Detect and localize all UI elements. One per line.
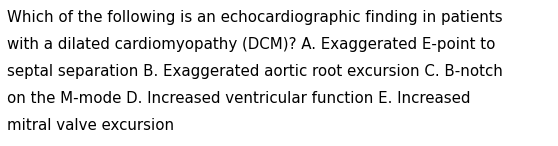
Text: with a dilated cardiomyopathy (DCM)? A. Exaggerated E-point to: with a dilated cardiomyopathy (DCM)? A. …	[7, 37, 496, 52]
Text: Which of the following is an echocardiographic finding in patients: Which of the following is an echocardiog…	[7, 10, 503, 25]
Text: on the M-mode D. Increased ventricular function E. Increased: on the M-mode D. Increased ventricular f…	[7, 91, 471, 106]
Text: septal separation B. Exaggerated aortic root excursion C. B-notch: septal separation B. Exaggerated aortic …	[7, 64, 503, 79]
Text: mitral valve excursion: mitral valve excursion	[7, 118, 175, 133]
